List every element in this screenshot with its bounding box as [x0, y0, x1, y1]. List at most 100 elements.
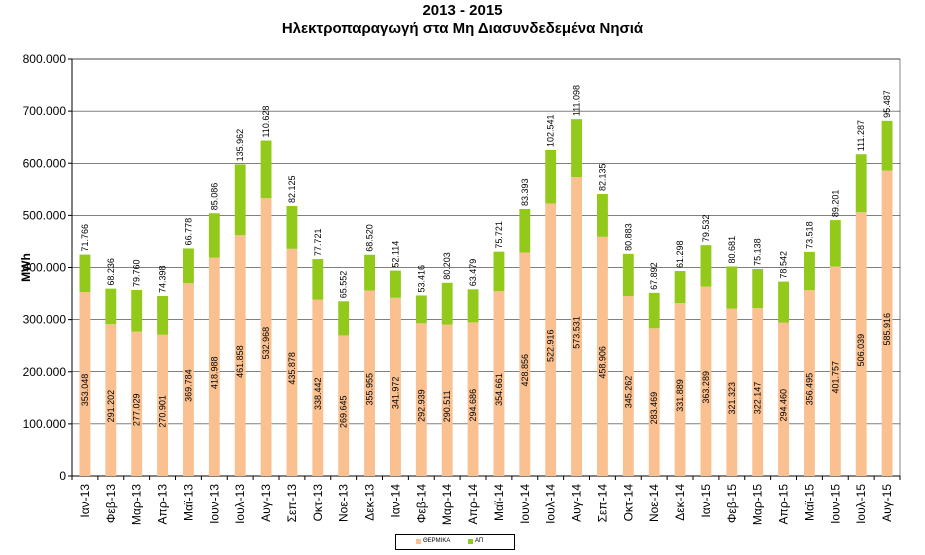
legend-swatch-res [468, 538, 473, 544]
data-label-res: 77.721 [313, 229, 323, 257]
x-tick-label: Ιουν-15 [828, 484, 842, 524]
data-label-thermal: 356.495 [804, 373, 814, 406]
bar-thermal [467, 322, 479, 476]
bar-thermal [700, 286, 712, 476]
bar-res [648, 292, 660, 329]
data-label-res: 52.114 [390, 241, 400, 268]
bar-res [79, 254, 91, 292]
data-label-thermal: 277.029 [132, 394, 142, 427]
data-label-res: 102.541 [546, 114, 556, 147]
data-label-res: 80.203 [442, 252, 452, 280]
data-label-thermal: 418.988 [209, 357, 219, 390]
bar-res [234, 164, 246, 236]
bar-res [441, 282, 453, 325]
x-tick-label: Νοε-14 [647, 484, 661, 522]
bar-res [622, 253, 634, 297]
bar-thermal [804, 290, 815, 476]
data-label-res: 95.487 [882, 90, 892, 118]
data-label-thermal: 270.901 [158, 395, 168, 428]
x-tick-label: Ιουν-13 [207, 484, 221, 524]
y-tick-label: 0 [59, 469, 66, 483]
bar-res [778, 281, 789, 323]
data-label-res: 89.201 [830, 190, 840, 218]
data-label-thermal: 292.939 [416, 389, 426, 422]
bar-thermal [286, 248, 298, 476]
y-tick-label: 300.000 [23, 313, 67, 327]
data-label-thermal: 353.048 [80, 374, 90, 407]
y-tick-label: 400.000 [23, 261, 67, 275]
bar-thermal [829, 266, 841, 476]
data-label-thermal: 345.262 [623, 376, 633, 409]
bar-res [519, 208, 531, 253]
bar-thermal [105, 324, 117, 476]
data-label-res: 79.760 [132, 259, 142, 287]
bar-thermal [571, 177, 582, 476]
x-tick-label: Δεκ-14 [673, 484, 687, 521]
data-label-thermal: 321.323 [727, 382, 737, 415]
bar-res [338, 301, 350, 336]
legend-label-res: ΑΠ [475, 538, 484, 544]
data-label-res: 80.681 [727, 236, 737, 264]
x-tick-label: Οκτ-14 [621, 484, 635, 522]
bar-thermal [208, 257, 220, 476]
data-label-res: 85.086 [209, 183, 219, 211]
data-label-res: 111.098 [572, 85, 582, 116]
data-label-res: 79.532 [701, 215, 711, 243]
chart-legend: ΘΕΡΜΙΚΑ ΑΠ [395, 534, 515, 550]
bar-res [208, 213, 220, 258]
data-label-thermal: 401.757 [830, 361, 840, 394]
data-label-res: 111.287 [856, 120, 866, 151]
y-tick-label: 600.000 [23, 156, 67, 170]
bar-res [260, 140, 272, 199]
bar-thermal [778, 322, 789, 476]
data-label-res: 63.479 [468, 259, 478, 287]
bar-res [597, 193, 608, 237]
bar-res [804, 251, 815, 291]
data-label-res: 78.542 [779, 251, 789, 279]
y-tick-label: 200.000 [23, 365, 67, 379]
data-label-thermal: 428.856 [520, 354, 530, 387]
bar-thermal [597, 236, 608, 476]
data-label-res: 82.125 [287, 175, 297, 203]
y-tick-label: 700.000 [23, 104, 67, 118]
data-label-thermal: 522.916 [546, 329, 556, 362]
data-label-thermal: 291.202 [106, 390, 116, 423]
data-label-res: 135.962 [235, 129, 245, 162]
bar-res [545, 149, 557, 204]
bar-res [855, 154, 867, 213]
data-label-thermal: 435.878 [287, 352, 297, 385]
data-label-thermal: 290.511 [442, 390, 452, 422]
x-tick-label: Μαϊ-13 [181, 484, 195, 521]
bar-thermal [726, 308, 738, 476]
x-tick-label: Μαρ-15 [751, 484, 765, 525]
data-label-thermal: 331.889 [675, 379, 685, 412]
bar-thermal [881, 170, 893, 476]
data-label-thermal: 341.972 [390, 377, 400, 410]
legend-label-thermal: ΘΕΡΜΙΚΑ [423, 538, 451, 544]
data-label-thermal: 294.460 [779, 389, 789, 422]
data-label-thermal: 338.442 [313, 378, 323, 411]
bar-thermal [752, 308, 764, 476]
x-tick-label: Ιουλ-13 [233, 484, 247, 524]
data-label-res: 68.520 [365, 224, 375, 252]
x-tick-label: Σεπ-13 [285, 484, 299, 523]
bar-thermal [312, 299, 324, 476]
x-tick-label: Απρ-13 [156, 484, 170, 525]
data-label-res: 110.628 [261, 106, 271, 138]
bar-res [157, 296, 168, 335]
x-tick-label: Σεπ-14 [595, 484, 609, 523]
data-label-res: 65.552 [339, 271, 349, 299]
bar-thermal [545, 203, 557, 476]
bar-thermal [234, 235, 246, 476]
bar-res [364, 254, 375, 291]
data-label-thermal: 283.469 [649, 392, 659, 425]
bar-res [829, 220, 841, 267]
x-tick-label: Αυγ-15 [880, 484, 894, 522]
bar-thermal [622, 296, 634, 476]
bar-thermal [519, 252, 531, 476]
x-tick-label: Ιαν-15 [699, 484, 713, 518]
y-tick-label: 800.000 [23, 52, 67, 66]
bar-thermal [441, 324, 453, 476]
data-label-res: 75.721 [494, 221, 504, 249]
x-tick-label: Μαϊ-14 [492, 484, 506, 521]
